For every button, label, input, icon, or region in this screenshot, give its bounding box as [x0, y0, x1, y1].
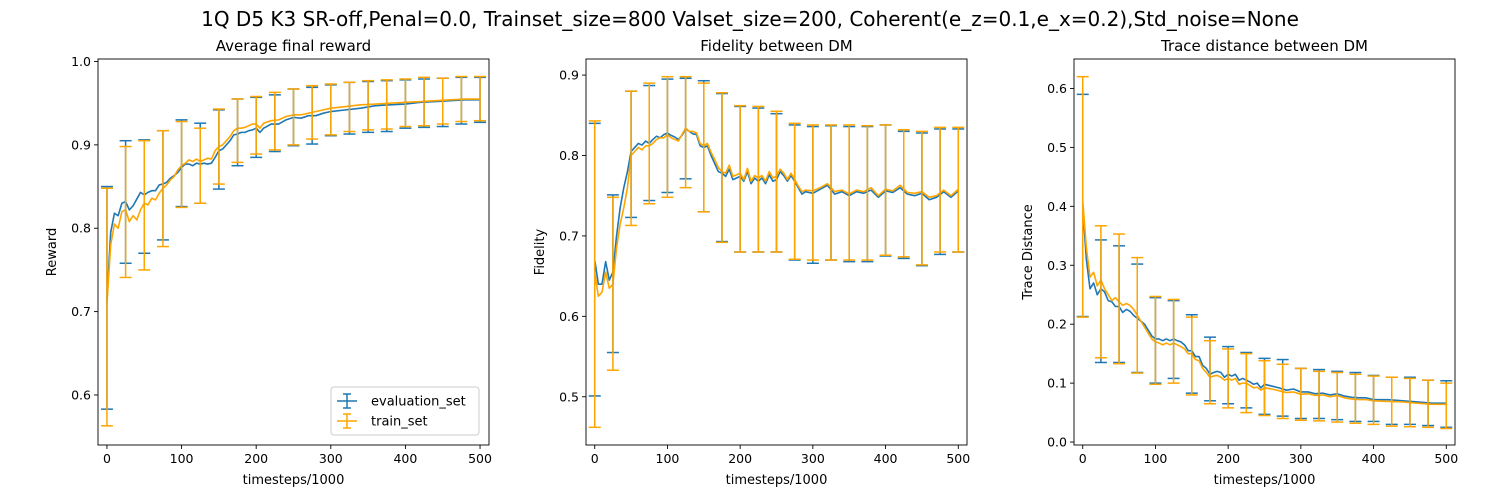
- x-axis-label: timesteps/1000: [726, 473, 828, 488]
- x-axis-label: timesteps/1000: [243, 473, 345, 488]
- subplot-title: Fidelity between DM: [700, 37, 852, 55]
- y-tick-label: 0.0: [1047, 435, 1067, 450]
- errorbars-train_set: [588, 75, 965, 429]
- y-tick-label: 1.0: [71, 54, 91, 69]
- x-tick-label: 100: [170, 451, 194, 466]
- x-tick-label: 300: [319, 451, 343, 466]
- plot-area: [1076, 75, 1453, 430]
- y-tick-label: 0.8: [71, 221, 91, 236]
- y-axis-label: Reward: [45, 228, 60, 276]
- y-tick-label: 0.7: [559, 228, 579, 243]
- x-tick-label: 200: [1216, 451, 1240, 466]
- y-tick-label: 0.6: [559, 309, 579, 324]
- y-tick-label: 0.5: [559, 389, 579, 404]
- series-line-train_set: [593, 127, 959, 298]
- y-tick-label: 0.4: [1047, 199, 1067, 214]
- y-tick-label: 0.6: [1047, 81, 1067, 96]
- errorbars-train_set: [1076, 75, 1453, 430]
- legend-label-evaluation_set: evaluation_set: [371, 395, 466, 410]
- y-tick-label: 0.1: [1047, 376, 1067, 391]
- errorbars-train_set: [100, 75, 487, 427]
- y-tick-label: 0.5: [1047, 140, 1067, 155]
- y-tick-label: 0.3: [1047, 258, 1067, 273]
- subplots: Average final reward 0 100 200 300 400 500 0.6 0…: [45, 37, 1458, 488]
- x-tick-label: 100: [656, 451, 680, 466]
- plot-area: [588, 75, 965, 429]
- legend-frame: [330, 386, 480, 436]
- x-tick-label: 500: [946, 451, 970, 466]
- x-tick-label: 200: [244, 451, 268, 466]
- y-tick-label: 0.9: [559, 68, 579, 83]
- subplot-2: Fidelity between DM 0 100 200 300 400 500 0.5 0.…: [533, 37, 970, 488]
- axes-frame: [1073, 58, 1456, 446]
- axes-frame: [585, 58, 968, 446]
- y-tick-label: 0.7: [71, 304, 91, 319]
- x-axis-label: timesteps/1000: [1214, 473, 1316, 488]
- x-tick-label: 500: [1434, 451, 1458, 466]
- plot-area: [100, 75, 487, 427]
- legend: evaluation_set train_set: [330, 386, 480, 436]
- x-tick-label: 300: [801, 451, 825, 466]
- x-tick-label: 0: [1079, 451, 1087, 466]
- y-tick-label: 0.6: [71, 387, 91, 402]
- y-tick-label: 0.2: [1047, 317, 1067, 332]
- x-tick-label: 300: [1289, 451, 1313, 466]
- subplot-title: Average final reward: [216, 37, 371, 55]
- x-tick-label: 0: [591, 451, 599, 466]
- x-tick-label: 100: [1144, 451, 1168, 466]
- subplot-title: Trace distance between DM: [1160, 37, 1368, 55]
- series-line-evaluation_set: [593, 128, 959, 285]
- x-tick-label: 500: [468, 451, 492, 466]
- y-axis-label: Trace Distance: [1021, 204, 1036, 300]
- y-tick-label: 0.9: [71, 137, 91, 152]
- figure-suptitle: 1Q D5 K3 SR-off,Penal=0.0, Trainset_size…: [201, 7, 1299, 31]
- subplot-1: Average final reward 0 100 200 300 400 500 0.6 0…: [45, 37, 492, 488]
- axes-frame: [97, 58, 490, 446]
- legend-label-train_set: train_set: [371, 415, 428, 430]
- x-tick-label: 0: [103, 451, 111, 466]
- subplot-3: Trace distance between DM 0 100 200 300 400 50…: [1021, 37, 1458, 488]
- y-tick-label: 0.8: [559, 148, 579, 163]
- x-tick-label: 200: [728, 451, 752, 466]
- x-tick-label: 400: [1362, 451, 1386, 466]
- x-tick-label: 400: [874, 451, 898, 466]
- x-tick-label: 400: [393, 451, 417, 466]
- y-axis-label: Fidelity: [533, 228, 548, 275]
